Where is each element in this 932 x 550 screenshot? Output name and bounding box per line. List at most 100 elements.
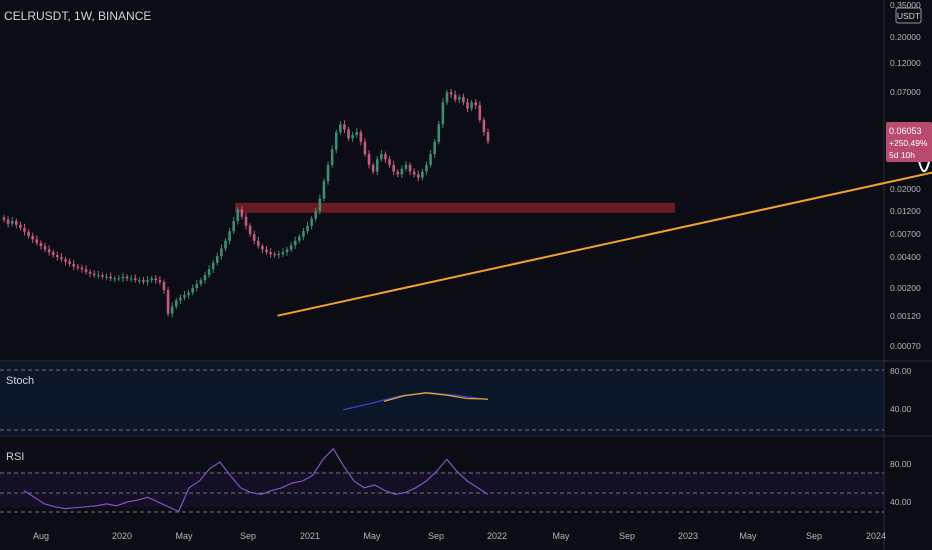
candle — [302, 231, 305, 237]
candle — [388, 159, 391, 165]
candle — [105, 276, 108, 278]
price-tick-label: 0.01200 — [890, 206, 921, 216]
candle — [203, 275, 207, 281]
badge-background — [886, 122, 932, 162]
candle — [293, 240, 297, 246]
candle — [396, 171, 400, 175]
symbol-title: CELRUSDT, 1W, BINANCE — [4, 9, 151, 23]
candle — [215, 256, 219, 263]
candle — [6, 219, 10, 224]
candle — [2, 217, 6, 220]
candle — [273, 254, 277, 256]
price-tick-label: 0.00700 — [890, 229, 921, 239]
candle — [445, 92, 449, 103]
candle — [76, 266, 80, 268]
candle — [240, 209, 244, 217]
candle — [412, 171, 416, 175]
candle — [138, 280, 141, 282]
candle — [220, 248, 223, 257]
candle — [60, 257, 63, 260]
currency-box[interactable] — [895, 7, 922, 24]
rsi-title: RSI — [6, 451, 24, 463]
candle — [88, 272, 92, 274]
price-axis[interactable]: 0.35000 0.20000 0.12000 0.07000 0.02000 0.012… — [890, 0, 922, 351]
candle — [154, 278, 158, 281]
candles-layer — [2, 88, 490, 318]
candle — [224, 240, 227, 249]
candle — [289, 245, 293, 250]
support-zone[interactable] — [235, 202, 675, 213]
candle — [183, 294, 186, 298]
candle — [84, 269, 88, 273]
time-tick-label: 2022 — [487, 531, 507, 541]
candle — [478, 105, 482, 120]
candle — [351, 135, 354, 139]
stoch-tick-label: 40.00 — [890, 404, 912, 414]
candle — [347, 129, 350, 139]
candle — [211, 262, 215, 270]
time-tick-label: 2020 — [112, 531, 132, 541]
candle — [146, 280, 149, 282]
candle — [125, 276, 129, 279]
price-tick-label: 0.20000 — [890, 32, 921, 42]
candle — [257, 240, 260, 247]
candle — [43, 246, 47, 250]
candle — [367, 154, 371, 165]
candle — [35, 239, 39, 243]
candle — [170, 306, 174, 314]
candle — [51, 252, 55, 256]
candle — [27, 231, 30, 237]
time-tick-label: Aug — [33, 531, 49, 541]
candle — [375, 159, 379, 172]
rsi-tick-label: 80.00 — [890, 459, 912, 469]
candle — [404, 164, 408, 169]
price-tick-label: 0.12000 — [890, 58, 921, 68]
candle — [421, 171, 424, 178]
candle — [310, 218, 313, 226]
time-tick-label: Sep — [428, 531, 444, 541]
candle — [142, 280, 145, 282]
candle — [72, 263, 76, 267]
candle — [199, 280, 203, 284]
candle — [244, 216, 248, 226]
price-tick-label: 0.07000 — [890, 87, 921, 97]
price-change: +250.49% — [889, 138, 928, 148]
candle — [23, 227, 26, 232]
last-price-badge: 0.06053 +250.49% 5d 10h — [886, 122, 932, 162]
candle — [425, 164, 428, 172]
candle — [19, 224, 22, 228]
candle — [429, 154, 432, 165]
candle — [174, 300, 178, 307]
candle — [330, 149, 334, 165]
candle — [355, 132, 359, 136]
rsi-pane[interactable]: RSI 80.00 40.00 — [6, 447, 912, 513]
candle — [486, 132, 490, 142]
candle — [68, 261, 71, 264]
time-tick-label: 2023 — [678, 531, 698, 541]
time-tick-label: Sep — [806, 531, 822, 541]
candle — [416, 174, 420, 178]
candle — [462, 96, 465, 103]
candle — [265, 249, 268, 253]
candle — [179, 297, 182, 301]
candle — [166, 290, 170, 314]
rsi-tick-label: 40.00 — [890, 497, 912, 507]
stoch-pane[interactable]: Stoch 80.00 40.00 — [6, 366, 912, 414]
candle — [408, 164, 412, 172]
time-tick-label: May — [363, 531, 381, 541]
candle — [482, 119, 486, 133]
candle — [248, 225, 252, 235]
candle — [129, 278, 133, 280]
trendline[interactable] — [277, 116, 932, 317]
candle — [236, 209, 240, 222]
candle — [97, 275, 100, 277]
candle — [191, 288, 194, 293]
last-price: 0.06053 — [889, 126, 922, 136]
candle — [133, 278, 137, 281]
candle — [187, 292, 190, 295]
time-tick-label: 2021 — [300, 531, 320, 541]
candle — [113, 278, 117, 280]
time-axis[interactable]: Aug 2020 May Sep 2021 May Sep 2022 May Sep 2023 May… — [33, 531, 886, 541]
